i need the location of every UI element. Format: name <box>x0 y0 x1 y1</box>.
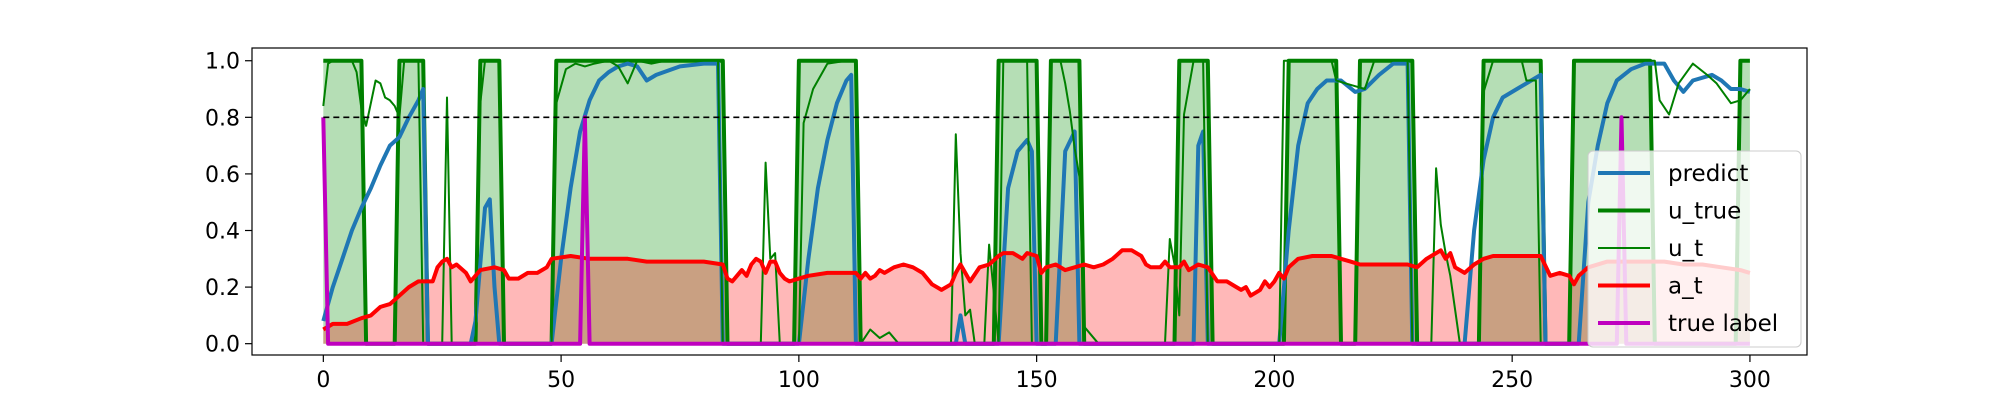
y-tick-label: 0.8 <box>205 106 240 131</box>
legend-label-u-true: u_true <box>1668 199 1741 225</box>
series-lines <box>321 58 1751 346</box>
x-tick-label: 50 <box>547 368 575 393</box>
legend-label-true-label: true label <box>1668 311 1778 337</box>
series-line-a-t <box>322 248 1751 332</box>
x-tick-label: 300 <box>1729 368 1771 393</box>
x-tick-label: 100 <box>778 368 820 393</box>
legend-label-predict: predict <box>1668 161 1748 187</box>
x-tick-label: 200 <box>1253 368 1295 393</box>
y-tick-label: 0.4 <box>205 220 240 245</box>
series-line-u-true <box>323 58 1750 346</box>
y-tick-label: 0.6 <box>205 163 240 188</box>
legend-box <box>1587 150 1802 348</box>
x-tick-label: 150 <box>1016 368 1058 393</box>
y-tick-label: 0.2 <box>205 276 240 301</box>
legend-label-u-t: u_t <box>1668 236 1703 262</box>
y-tick-label: 0.0 <box>205 333 240 358</box>
x-tick-label: 250 <box>1491 368 1533 393</box>
plot-frame <box>251 47 1808 356</box>
y-tick-label: 1.0 <box>205 50 240 75</box>
y-axis-ticks: 0.0 0.2 0.4 0.6 0.8 1.0 <box>205 50 252 358</box>
x-tick-label: 0 <box>316 368 330 393</box>
fill-u-true <box>323 60 1750 344</box>
series-line-predict <box>321 61 1751 346</box>
x-axis-ticks: 0 50 100 150 200 250 300 <box>316 355 1771 393</box>
legend-label-a-t: a_t <box>1668 274 1703 300</box>
